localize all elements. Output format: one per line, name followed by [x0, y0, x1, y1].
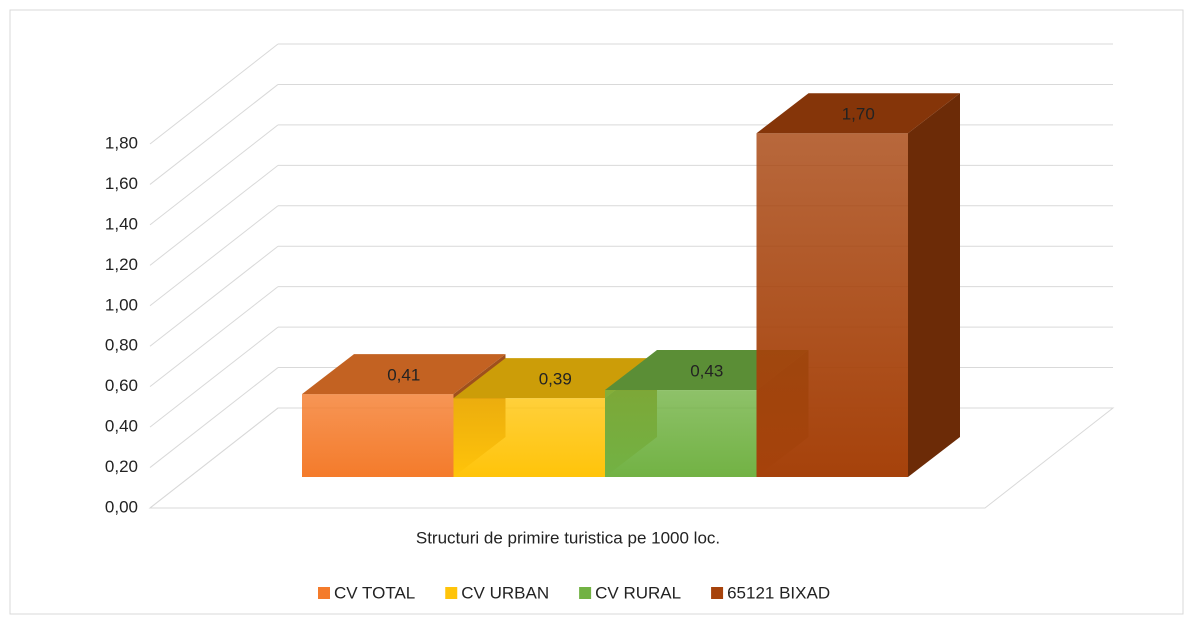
- grid-line: [149, 367, 279, 468]
- bar: [302, 394, 454, 477]
- y-tick-label: 0,20: [105, 457, 138, 476]
- legend-label: CV URBAN: [461, 583, 549, 602]
- bar-top: [756, 93, 960, 134]
- y-tick-label: 0,40: [105, 417, 138, 436]
- grid-line: [149, 326, 279, 428]
- grid-line: [149, 124, 279, 226]
- grid-line: [149, 205, 279, 307]
- y-tick-label: 1,00: [105, 295, 138, 314]
- y-tick-label: 1,40: [105, 214, 138, 233]
- data-label: 1,70: [842, 105, 875, 124]
- y-tick-label: 1,80: [105, 133, 138, 152]
- legend-label: 65121 BIXAD: [727, 583, 830, 602]
- grid-line: [149, 84, 279, 185]
- y-tick-label: 0,00: [105, 497, 138, 516]
- legend-swatch: [579, 587, 592, 599]
- bar-top: [453, 358, 657, 399]
- legend-label: CV RURAL: [595, 583, 681, 602]
- data-label: 0,43: [690, 362, 723, 381]
- bar-top: [302, 354, 506, 395]
- grid-line: [149, 43, 279, 145]
- bar: [453, 398, 605, 477]
- legend-label: CV TOTAL: [334, 583, 415, 602]
- grid-line: [149, 407, 279, 509]
- grid-line: [149, 286, 279, 388]
- bar: [605, 390, 757, 477]
- data-label: 0,39: [539, 370, 572, 389]
- x-tick-label: Structuri de primire turistica pe 1000 l…: [416, 528, 720, 547]
- y-tick-label: 1,20: [105, 255, 138, 274]
- data-label: 0,41: [387, 366, 420, 385]
- bar: [756, 133, 908, 477]
- legend-swatch: [711, 587, 724, 599]
- y-tick-label: 0,80: [105, 336, 138, 355]
- grid-line: [149, 164, 279, 266]
- bar-side: [908, 93, 960, 477]
- y-tick-label: 1,60: [105, 174, 138, 193]
- chart-frame: [9, 9, 1184, 615]
- grid-line: [149, 245, 279, 347]
- legend-swatch: [318, 587, 330, 599]
- legend-swatch: [445, 587, 458, 599]
- y-tick-label: 0,60: [105, 376, 138, 395]
